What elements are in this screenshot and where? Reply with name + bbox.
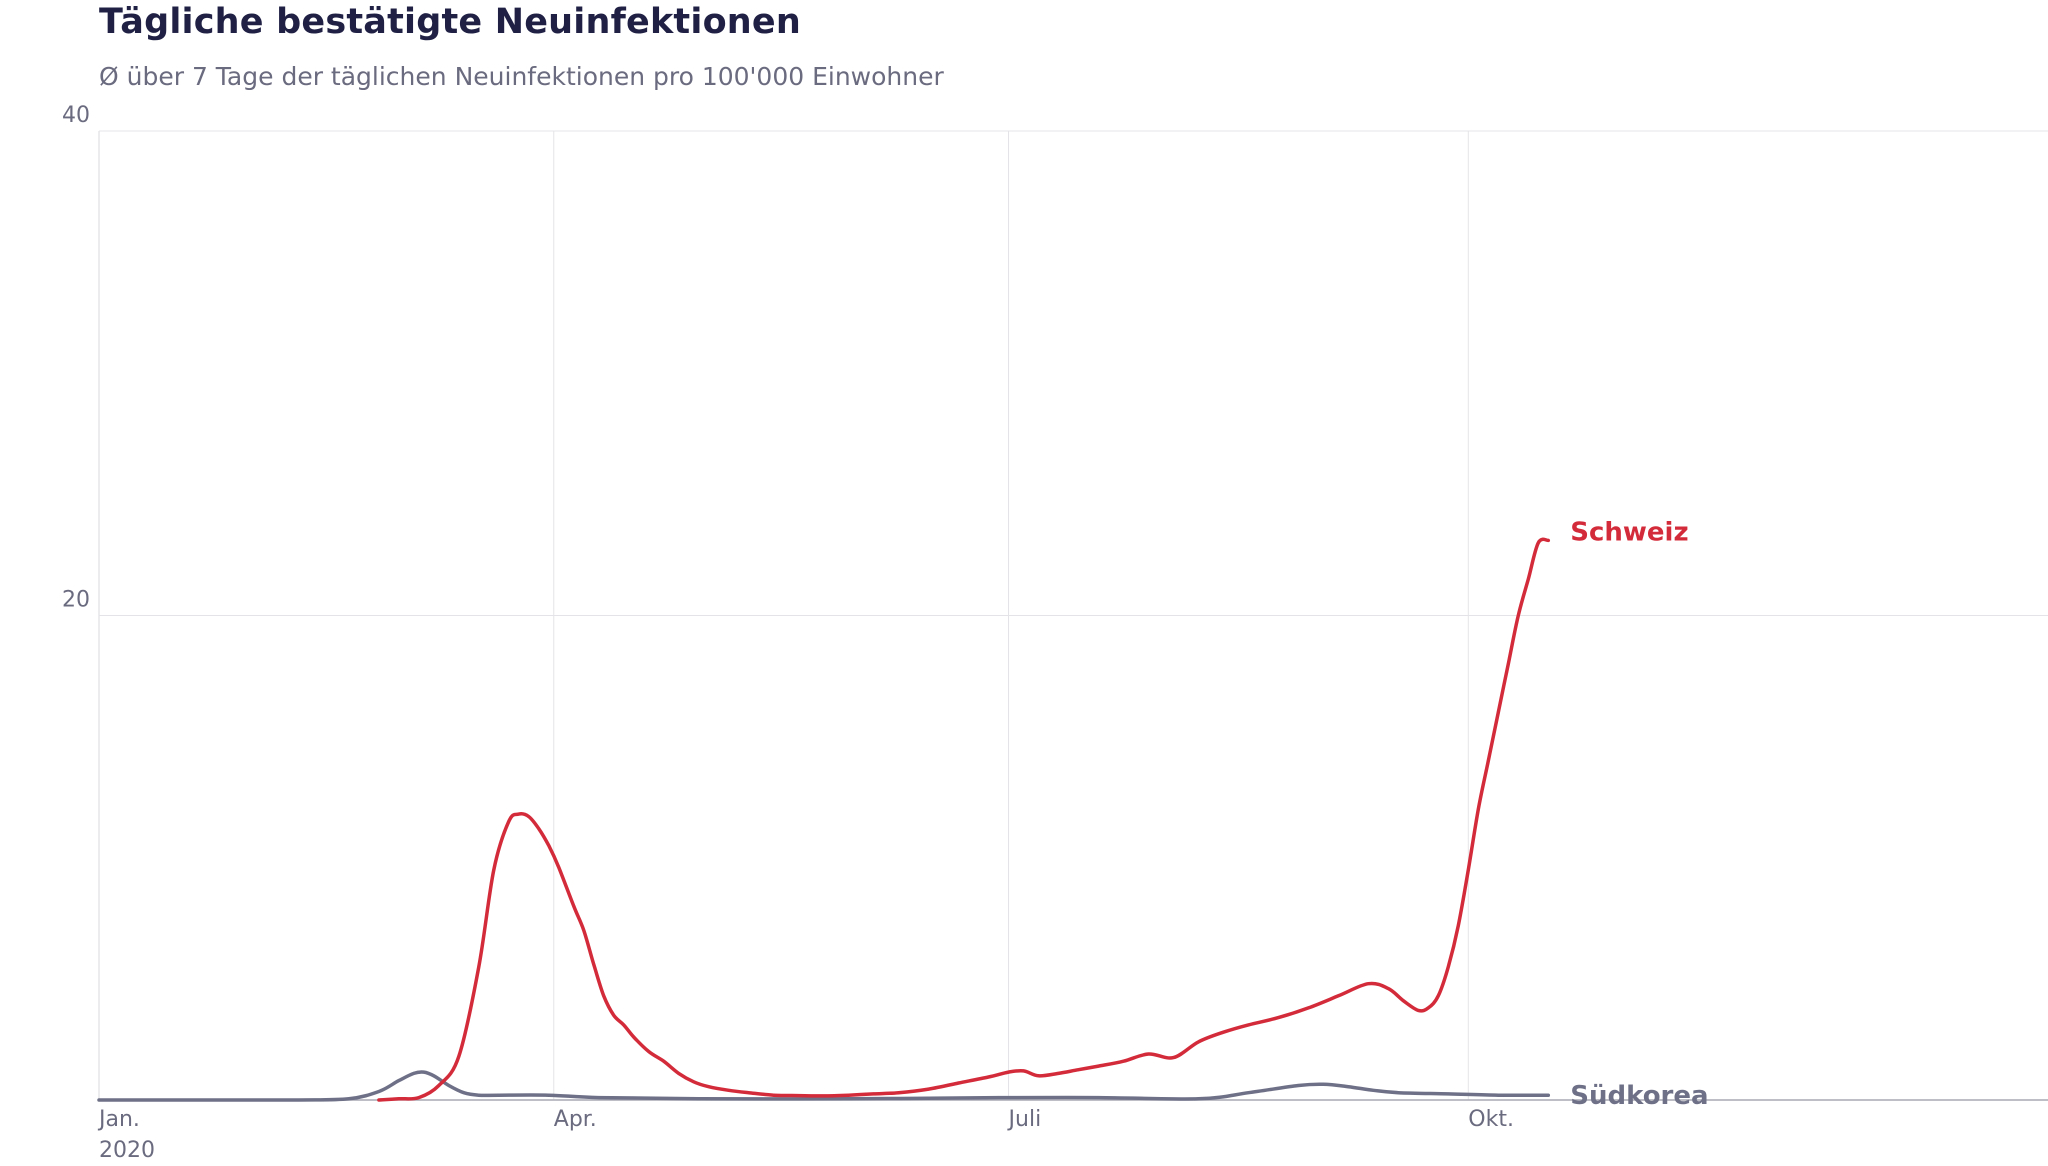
y-tick-label: 40 bbox=[62, 103, 90, 128]
x-tick-label: Apr. bbox=[554, 1107, 597, 1132]
grid-layer bbox=[98, 130, 2048, 1100]
chart-subtitle: Ø über 7 Tage der täglichen Neuinfektion… bbox=[99, 62, 944, 91]
x-tick-label: Jan. bbox=[97, 1107, 140, 1132]
x-tick-sublabel: 2020 bbox=[99, 1138, 155, 1163]
y-tick-label: 20 bbox=[62, 588, 90, 613]
series-layer bbox=[97, 537, 1551, 1102]
series-line-schweiz bbox=[377, 537, 1551, 1102]
label-layer: Südkorea Schweiz bbox=[1570, 517, 1708, 1111]
series-line-suedkorea bbox=[97, 1070, 1551, 1102]
axis-layer: 20 40 Jan. 2020 Apr. Juli Okt. bbox=[62, 103, 2048, 1163]
series-label-suedkorea: Südkorea bbox=[1570, 1081, 1708, 1111]
series-label-schweiz: Schweiz bbox=[1570, 517, 1688, 547]
chart-title: Tägliche bestätigte Neuinfektionen bbox=[99, 2, 801, 42]
x-tick-label: Okt. bbox=[1468, 1107, 1514, 1132]
x-tick-label: Juli bbox=[1007, 1107, 1042, 1132]
